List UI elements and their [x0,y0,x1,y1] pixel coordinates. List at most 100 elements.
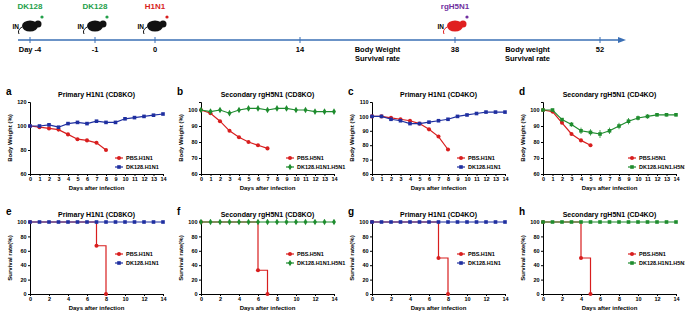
x-axis: 01234567891011121314 [29,174,168,182]
tick-mark [541,294,543,295]
series-marker [627,220,631,224]
chart-title: Secondary rgH5N1 (CD4KO) [563,211,657,219]
legend-label: PBS.H1N1 [126,155,153,161]
tick-label: 6 [257,176,260,182]
series-marker [418,220,422,224]
series-marker [94,244,98,248]
tick: 7 [266,174,269,182]
y-axis-title: Survival rate(%) [520,235,526,280]
event-route: IN [438,23,445,30]
tick-label: 10 [464,296,470,302]
tick-mark [370,102,372,103]
tick-mark [199,294,201,295]
plot-area [28,112,165,152]
y-axis-title: Body Weight (%) [178,114,184,162]
tick-mark [28,174,30,175]
series-marker [28,124,32,128]
series-line [201,222,268,294]
event-route: IN [138,23,145,30]
legend-label: DK128.H1N1 [126,260,159,266]
tick: 6 [599,294,602,302]
tick: 80 [362,234,372,240]
tick: 10 [464,174,470,182]
series-marker [294,219,298,225]
tick-mark [28,265,30,266]
tick: 2 [561,294,564,302]
series-marker [579,256,583,260]
series-marker [370,220,374,224]
tick-label: 10 [635,176,641,182]
dose-dot [165,15,168,18]
chart-title: Secondary rgH5N1 (CD8KO) [221,91,315,99]
tick-label: 20 [20,277,26,283]
legend-marker [117,165,121,169]
series-marker [389,117,393,121]
tick: 11 [474,174,480,182]
x-axis: 02468101214 [29,294,168,302]
tick: 0 [200,294,203,302]
tick-mark [541,265,543,266]
tick: 5 [418,174,421,182]
tick-label: 12 [141,296,147,302]
tick: 0 [365,291,372,297]
tick: 2 [390,174,393,182]
tick: 0 [371,294,374,302]
series-marker [370,114,374,118]
tick-label: 60 [191,171,197,177]
series-marker [227,129,231,133]
tick: 40 [20,262,30,268]
tick: 60 [362,171,372,177]
series-marker [503,220,507,224]
series-marker [579,220,583,224]
series-marker [484,110,488,114]
series-marker [370,115,374,119]
tick-label: 13 [664,176,670,182]
tick-mark [28,280,30,281]
series-marker [66,220,70,224]
tick-label: 2 [561,296,564,302]
axis-line [199,103,202,175]
tick-label: 1 [380,176,383,182]
series-marker [228,219,232,225]
series-marker [104,148,108,152]
series-marker [456,115,460,119]
tick-label: 4 [409,296,413,302]
series-line [30,126,106,150]
x-axis: 02468101214 [200,294,339,302]
tick-label: 80 [362,234,368,240]
legend-label: DK128.H1N1.H5N1 [297,164,345,170]
series-marker [133,220,137,224]
timepoint-label: 38 [451,45,459,54]
tick: 13 [322,174,328,182]
tick: 3 [228,174,231,182]
tick: 80 [533,139,543,145]
chart-title: Primary H1N1 (CD4KO) [400,211,477,219]
tick-label: 60 [533,248,539,254]
tick-label: 11 [474,176,480,182]
tick-label: 80 [20,234,26,240]
tick: 90 [362,128,372,134]
tick: 13 [151,174,157,182]
tick-label: 4 [67,296,71,302]
tick-label: 0 [200,176,203,182]
tick-label: 7 [95,176,98,182]
series-marker [646,115,650,119]
x-axis-title: Days after infection [582,305,638,311]
y-axis-title: Body Weight (%) [349,114,355,162]
tick: 5 [247,174,250,182]
tick-label: 80 [362,142,368,148]
tick-mark [28,251,30,252]
plot-area [541,220,678,296]
tick-label: 7 [608,176,611,182]
tick: 11 [645,174,651,182]
series-marker [570,220,574,224]
legend-marker [459,261,463,265]
y-axis: 60708090100 [188,103,201,178]
tick: 3 [57,174,60,182]
tick: 10 [122,174,128,182]
tick: 80 [191,234,201,240]
tick: 14 [160,174,167,182]
tick: 4 [580,174,584,182]
series-marker [66,132,70,136]
series-marker [588,143,592,147]
